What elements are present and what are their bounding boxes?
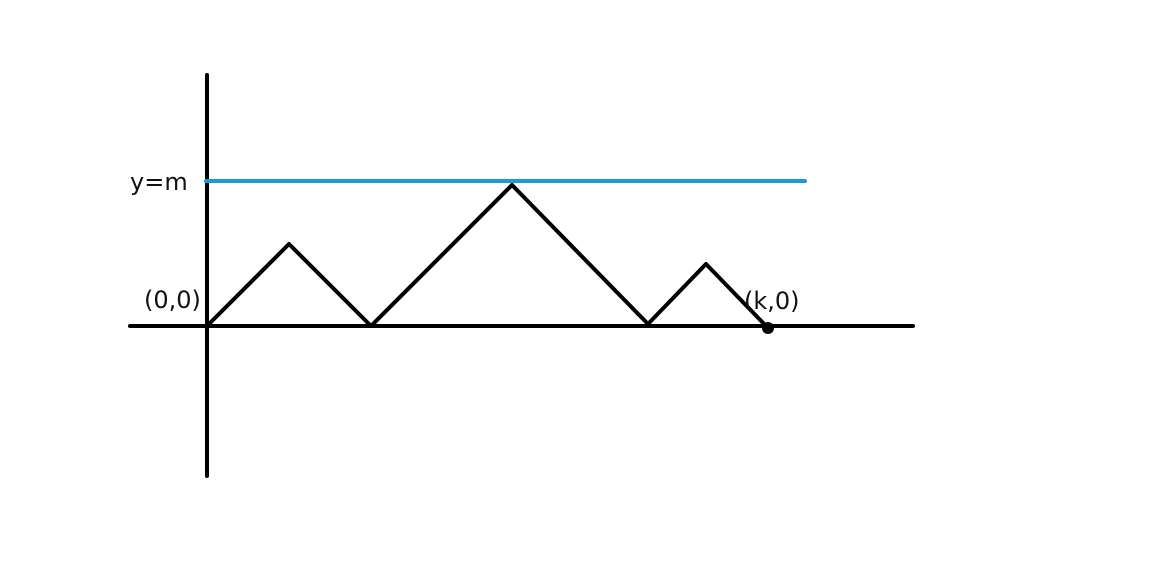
lattice-path (205, 183, 770, 330)
endpoint-label: (k,0) (744, 287, 800, 315)
origin-label: (0,0) (144, 286, 201, 314)
endpoint-dot (762, 322, 774, 334)
level-line-label: y=m (130, 168, 188, 196)
